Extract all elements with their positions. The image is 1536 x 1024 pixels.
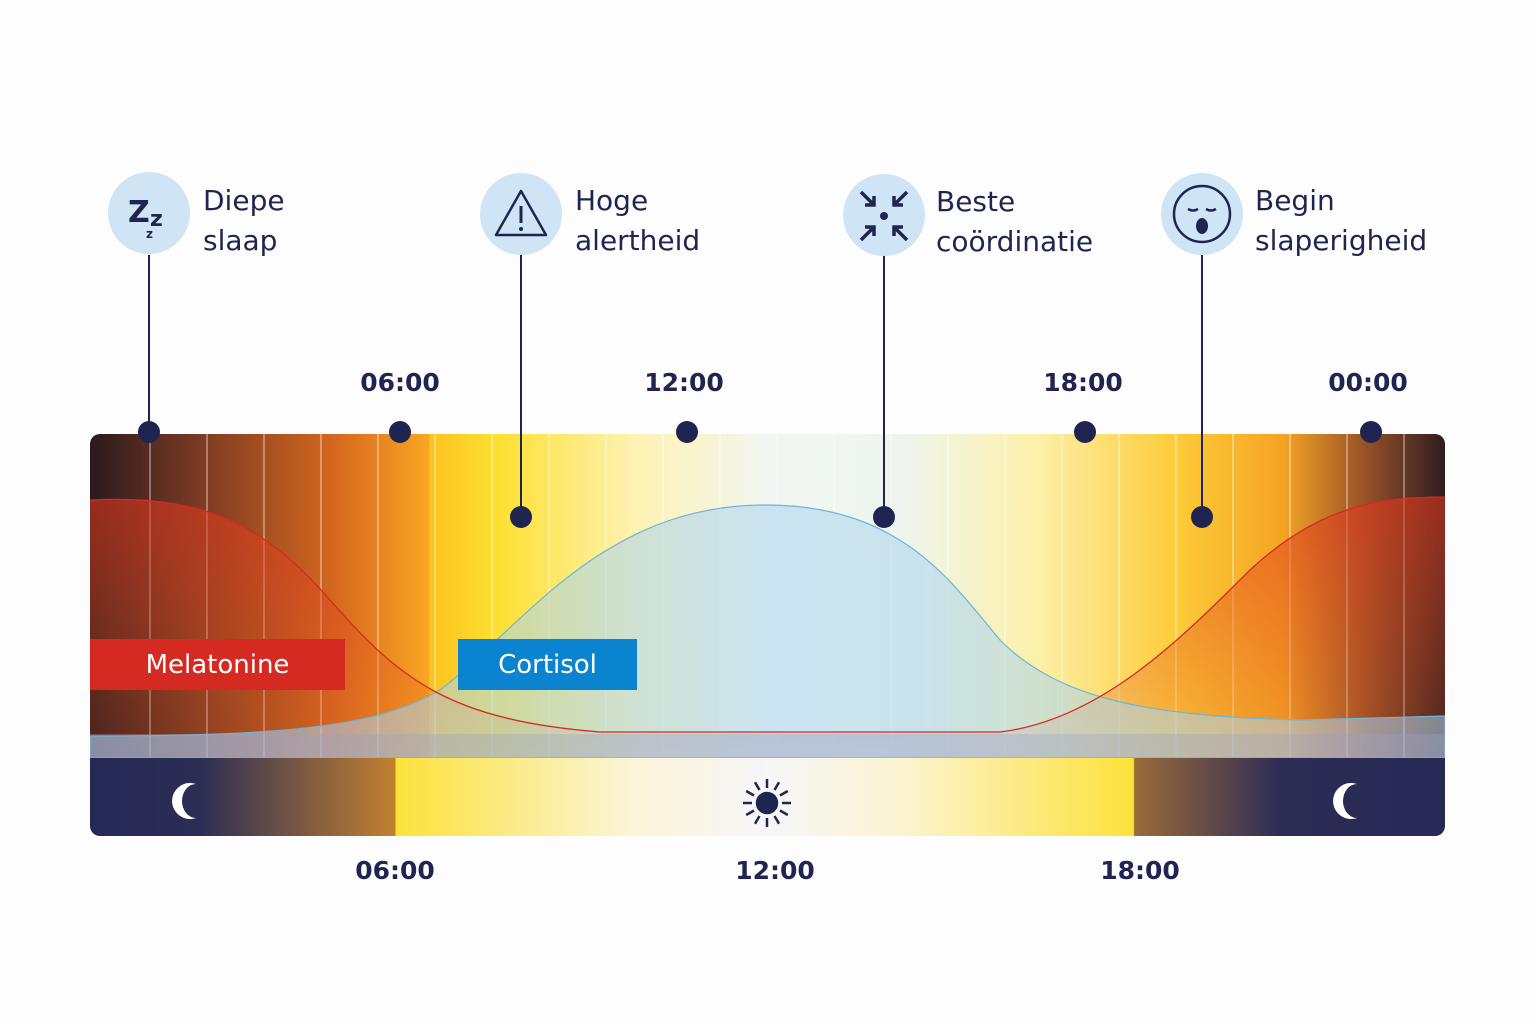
melatonin-area [90,497,1445,758]
moon-icon [1333,783,1357,820]
annotation-high-alertness: Hoge alertheid [575,184,701,257]
moon-icon [172,783,196,820]
top-time-label: 12:00 [644,368,724,397]
yawning-face-icon [1161,173,1243,255]
sun-icon [743,779,791,827]
top-time-label: 18:00 [1043,368,1123,397]
annotation-dot [510,506,532,528]
top-time-label: 06:00 [360,368,440,397]
time-marker-dot [1074,421,1096,443]
time-marker-dot [389,421,411,443]
arrows-converge-icon [843,174,925,256]
svg-text:z: z [150,207,163,232]
melatonin-label: Melatonine [90,639,345,690]
svg-text:z: z [146,227,153,241]
time-marker-dot [1360,421,1382,443]
annotation-dot [138,421,160,443]
annotation-dot [873,506,895,528]
annotation-best-coordination: Beste coördinatie [936,185,1094,258]
top-time-label: 00:00 [1328,368,1408,397]
cortisol-label: Cortisol [458,639,637,690]
cortisol-area [90,504,1445,759]
bottom-time-label: 18:00 [1100,856,1180,885]
melatonin-curve [90,496,1445,733]
svg-text:Z: Z [128,195,150,230]
time-marker-dot [676,421,698,443]
bottom-time-label: 06:00 [355,856,435,885]
annotation-deep-sleep: Diepe slaap [203,184,285,257]
bottom-time-label: 12:00 [735,856,815,885]
annotation-sleepiness-onset: Begin slaperigheid [1255,184,1428,257]
warning-triangle-icon [480,173,562,255]
annotation-dot [1191,506,1213,528]
